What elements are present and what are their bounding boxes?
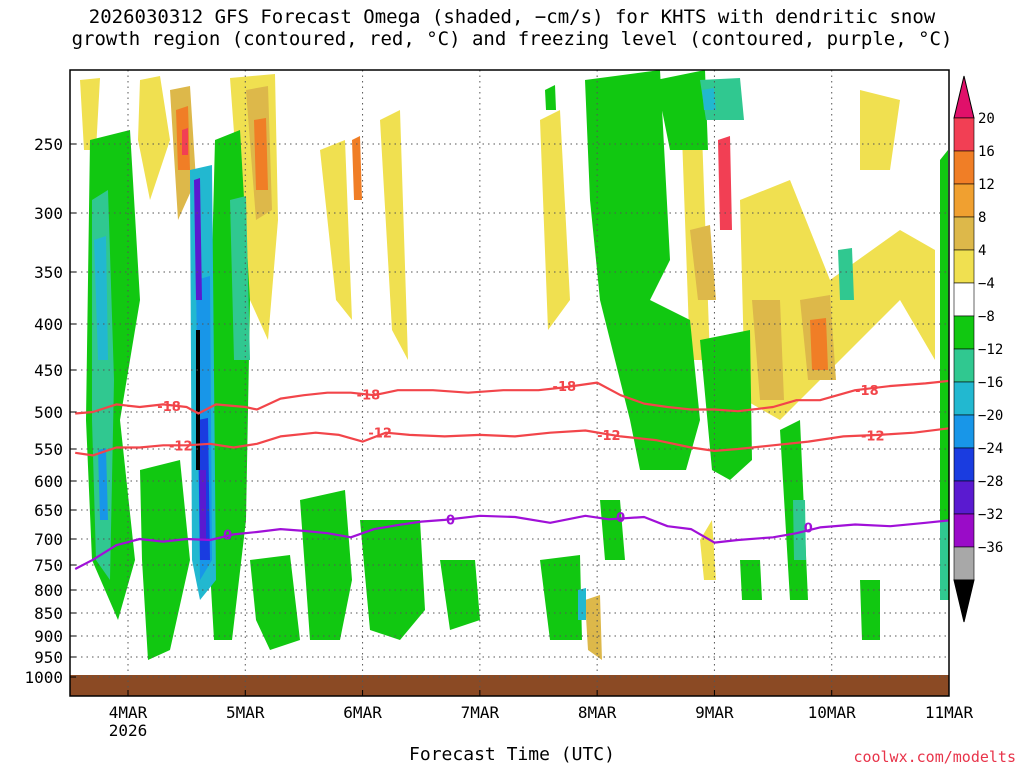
colorbar-label: −4 (978, 276, 995, 292)
contour-label: -18 (553, 380, 577, 395)
colorbar-segment (953, 150, 975, 185)
y-tick-label: 450 (34, 361, 63, 380)
colorbar-top-arrow (953, 75, 975, 119)
contour-label: 0 (804, 521, 813, 536)
x-tick-label: 8MAR (578, 703, 617, 722)
contour-line (75, 427, 949, 457)
x-tick-label: 11MAR (925, 703, 974, 722)
colorbar-segment (953, 513, 975, 548)
colorbar-label: −16 (978, 375, 1003, 391)
y-tick-label: 500 (34, 403, 63, 422)
y-tick-label: 750 (34, 556, 63, 575)
colorbar-label: 4 (978, 243, 986, 259)
y-tick-label: 950 (34, 648, 63, 667)
colorbar-segment (953, 414, 975, 449)
x-tick-label: 10MAR (808, 703, 857, 722)
x-tick-label: 4MAR (109, 703, 148, 722)
x-tick-label: 5MAR (226, 703, 265, 722)
colorbar-label: 12 (978, 177, 995, 193)
colorbar-label: −20 (978, 408, 1003, 424)
title-line-1: 2026030312 GFS Forecast Omega (shaded, −… (88, 6, 936, 28)
y-tick-label: 300 (34, 204, 63, 223)
y-tick-label: 600 (34, 472, 63, 491)
shade-black (196, 330, 200, 470)
colorbar-bottom-arrow (953, 579, 975, 623)
shade-green (86, 70, 949, 660)
colorbar-segment (953, 315, 975, 350)
contour-label: -18 (357, 388, 381, 403)
x-axis-label: Forecast Time (UTC) (409, 744, 615, 765)
colorbar-segment (953, 216, 975, 251)
colorbar-label: 20 (978, 111, 995, 127)
colorbar-label: 16 (978, 144, 995, 160)
x-tick-label: 6MAR (343, 703, 382, 722)
x-tick-label: 7MAR (461, 703, 500, 722)
contour-line (74, 514, 949, 570)
y-tick-label: 400 (34, 315, 63, 334)
colorbar-segment (953, 546, 975, 581)
colorbar-label: −12 (978, 342, 1003, 358)
colorbar-label: −36 (978, 540, 1003, 556)
colorbar-segment (953, 381, 975, 416)
colorbar-segment (953, 117, 975, 152)
colorbar-segment (953, 447, 975, 482)
y-axis: 250 300 350 400 450 500 550 600 650 700 750 800 850 9… (24, 135, 76, 687)
grid-lines (70, 70, 950, 696)
y-tick-label: 350 (34, 263, 63, 282)
contour-line (75, 379, 949, 415)
contour-label: 0 (223, 528, 232, 543)
contour-label: 0 (446, 513, 455, 528)
y-tick-label: 700 (34, 530, 63, 549)
chart-title: 2026030312 GFS Forecast Omega (shaded, −… (0, 6, 1024, 50)
omega-shading (70, 70, 949, 696)
colorbar-segment (953, 249, 975, 284)
x-tick-label: 9MAR (695, 703, 734, 722)
colorbar-segment (953, 183, 975, 218)
colorbar-segment (953, 480, 975, 515)
shade-violet (194, 178, 206, 540)
contours: -18 -18 -18 -18 -12 -12 -12 -12 0 0 0 0 (74, 379, 949, 570)
title-line-2: growth region (contoured, red, °C) and f… (71, 28, 953, 50)
y-tick-label: 550 (34, 440, 63, 459)
y-tick-label: 1000 (24, 668, 63, 687)
colorbar-label: −24 (978, 441, 1003, 457)
colorbar-label: 8 (978, 210, 986, 226)
contour-label: -18 (157, 400, 181, 415)
plot-frame (69, 69, 950, 697)
contour-label: 0 (616, 511, 625, 526)
colorbar: 20 16 12 8 4 −4 −8 −12 −16 −20 −24 −28 −32 −36 (953, 75, 1003, 623)
colorbar-label: −28 (978, 474, 1003, 490)
y-tick-label: 650 (34, 501, 63, 520)
y-tick-label: 800 (34, 581, 63, 600)
colorbar-segment (953, 282, 975, 317)
x-axis: 4MAR 5MAR 6MAR 7MAR 8MAR 9MAR 10MAR 11MAR 2026 (109, 690, 974, 740)
colorbar-segment (953, 348, 975, 383)
y-tick-label: 850 (34, 604, 63, 623)
y-tick-label: 900 (34, 627, 63, 646)
contour-label: -12 (368, 427, 392, 442)
contour-label: -18 (855, 384, 879, 399)
colorbar-label: −8 (978, 309, 995, 325)
contour-label: -12 (169, 439, 193, 454)
credit-text: coolwx.com/modelts (853, 748, 1016, 766)
y-tick-label: 250 (34, 135, 63, 154)
ground-shading (70, 675, 949, 696)
x-tick-sublabel: 2026 (109, 721, 148, 740)
contour-label: -12 (597, 429, 621, 444)
contour-label: -12 (861, 430, 885, 445)
colorbar-label: −32 (978, 507, 1003, 523)
